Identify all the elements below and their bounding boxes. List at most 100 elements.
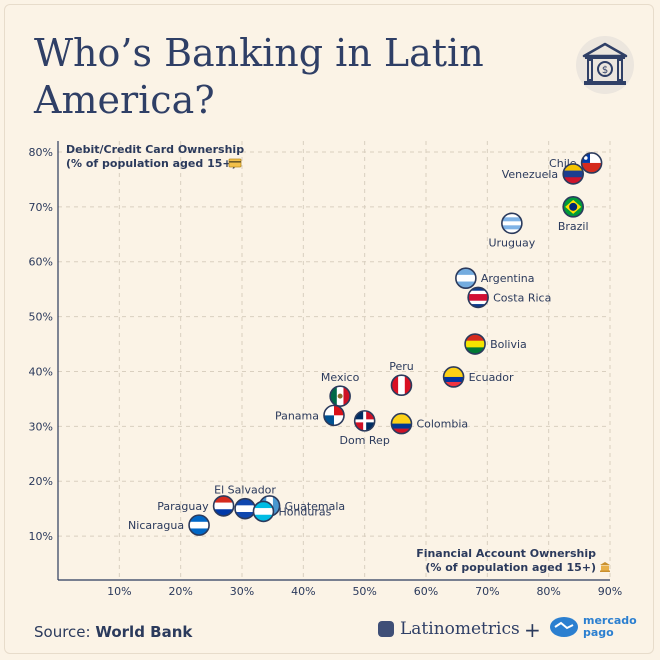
point-label-guatemala: Guatemala: [285, 500, 346, 513]
point-label-mexico: Mexico: [321, 371, 360, 384]
bank-icon: [600, 562, 610, 572]
flag-paraguay: [213, 495, 234, 516]
bank-badge: $: [576, 36, 634, 94]
point-mexico: Mexico: [321, 371, 360, 407]
source-note: Source: World Bank: [34, 623, 192, 641]
point-outline: [390, 412, 413, 435]
x-tick-label: 10%: [107, 585, 131, 598]
plus-sign: +: [524, 618, 541, 642]
x-axis-title-line2: (% of population aged 15+): [425, 561, 596, 574]
flag-el-salvador: [235, 498, 256, 519]
y-tick-label: 60%: [29, 256, 53, 269]
point-outline: [455, 267, 477, 289]
flag-panama: [324, 405, 344, 426]
flag-nicaragua: [189, 515, 210, 536]
point-label-paraguay: Paraguay: [157, 500, 209, 513]
point-label-colombia: Colombia: [416, 418, 468, 431]
point-label-brazil: Brazil: [558, 220, 589, 233]
flag-argentina: [455, 268, 476, 289]
point-label-bolivia: Bolivia: [490, 338, 527, 351]
point-honduras: Honduras: [252, 500, 332, 523]
point-el-salvador: El Salvador: [214, 484, 276, 520]
point-outline: [323, 404, 345, 427]
y-axis-title-line1: Debit/Credit Card Ownership: [66, 143, 244, 156]
point-bolivia: Bolivia: [464, 333, 527, 355]
handshake-icon: [550, 617, 578, 637]
y-tick-label: 30%: [29, 420, 53, 433]
point-label-panama: Panama: [275, 409, 319, 422]
y-tick-label: 10%: [29, 530, 53, 543]
point-colombia: Colombia: [390, 412, 468, 435]
point-label-peru: Peru: [389, 360, 414, 373]
flag-uruguay: [501, 213, 522, 234]
mercadopago-brand: mercado pago: [549, 615, 637, 639]
point-outline: [501, 212, 523, 235]
y-axis-title-line2: (% of population aged 15+): [66, 157, 237, 170]
point-label-el-salvador: El Salvador: [214, 484, 276, 497]
x-tick-label: 70%: [475, 585, 499, 598]
x-tick-label: 30%: [230, 585, 254, 598]
flag-brazil: [563, 196, 584, 217]
card-frame: [4, 4, 654, 654]
point-outline: [252, 500, 275, 523]
latinometrics-logo-icon: [378, 621, 394, 637]
point-outline: [329, 385, 351, 407]
axes-layer: [57, 141, 610, 581]
point-outline: [212, 495, 235, 517]
mercadopago-line2: pago: [583, 626, 614, 639]
point-label-argentina: Argentina: [481, 272, 535, 285]
x-axis-title-line1: Financial Account Ownership: [416, 547, 596, 560]
grid-layer: [58, 141, 611, 580]
source-name: World Bank: [95, 623, 193, 641]
point-outline: [188, 514, 210, 536]
x-tick-label: 90%: [598, 585, 622, 598]
point-label-nicaragua: Nicaragua: [128, 519, 184, 532]
flag-ecuador: [443, 366, 464, 387]
flag-costa-rica: [468, 287, 489, 308]
flag-honduras: [253, 501, 274, 522]
y-tick-label: 20%: [29, 475, 53, 488]
point-paraguay: Paraguay: [157, 495, 235, 517]
page-title: Who’s Banking in Latin America?: [34, 31, 484, 122]
x-tick-label: 80%: [536, 585, 560, 598]
latinometrics-wordmark: Latinometrics: [400, 619, 520, 639]
point-outline: [562, 163, 585, 185]
flag-colombia: [391, 413, 412, 434]
point-panama: Panama: [275, 404, 345, 427]
point-label-uruguay: Uruguay: [488, 236, 535, 249]
point-label-ecuador: Ecuador: [469, 371, 514, 384]
y-tick-label: 40%: [29, 365, 53, 378]
point-dom-rep: Dom Rep: [340, 410, 390, 447]
x-tick-label: 60%: [414, 585, 438, 598]
point-brazil: Brazil: [558, 196, 589, 233]
y-tick-label: 70%: [29, 201, 53, 214]
point-outline: [467, 286, 489, 309]
axis-titles: Debit/Credit Card Ownership (% of popula…: [66, 143, 610, 574]
point-label-costa-rica: Costa Rica: [493, 291, 551, 304]
point-nicaragua: Nicaragua: [128, 514, 210, 536]
point-outline: [464, 333, 486, 355]
latinometrics-brand: Latinometrics: [378, 619, 520, 639]
y-tick-label: 50%: [29, 311, 53, 324]
flag-mexico: [330, 386, 351, 407]
source-prefix: Source:: [34, 623, 96, 641]
flag-chile: [581, 152, 602, 173]
svg-text:$: $: [602, 65, 608, 76]
flag-dom-rep: [354, 410, 375, 431]
x-tick-label: 50%: [352, 585, 376, 598]
x-tick-label: 40%: [291, 585, 315, 598]
flag-bolivia: [465, 334, 486, 355]
point-uruguay: Uruguay: [488, 212, 536, 249]
point-ecuador: Ecuador: [442, 366, 514, 388]
point-label-honduras: Honduras: [278, 505, 331, 518]
point-label-venezuela: Venezuela: [502, 168, 559, 181]
ticks-layer: 10% 20% 30% 40% 50% 60% 70% 80% 90% 10% 20% 30% 40% 5…: [29, 146, 623, 598]
point-costa-rica: Costa Rica: [467, 286, 551, 309]
flag-peru: [391, 375, 412, 396]
point-outline: [580, 152, 603, 174]
credit-card-icon: [228, 158, 242, 168]
point-label-dom-rep: Dom Rep: [340, 434, 390, 447]
flag-venezuela: [563, 163, 584, 184]
x-tick-label: 20%: [168, 585, 192, 598]
